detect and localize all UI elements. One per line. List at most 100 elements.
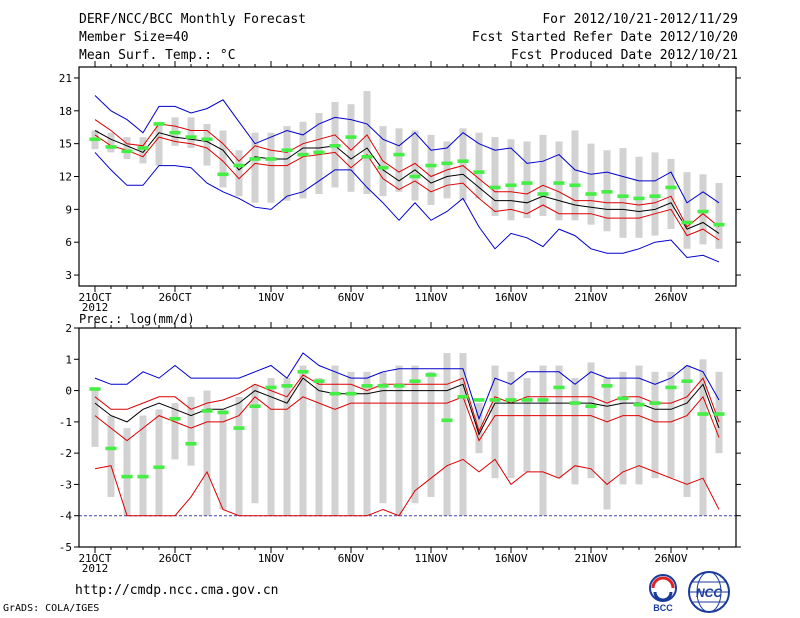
temp-spread-box	[363, 91, 371, 195]
temp-x-tick-label: 21OCT	[78, 291, 111, 304]
prec-y-tick-label: -5	[59, 541, 72, 554]
prec-spread-box	[667, 371, 675, 479]
temp-x-tick-label: 6NOV	[338, 291, 365, 304]
temp-observed-marker	[585, 192, 597, 196]
temp-observed-marker	[537, 192, 549, 196]
prec-observed-marker	[169, 416, 181, 421]
prec-observed-marker	[697, 412, 709, 416]
forecast-period: For 2012/10/21-2012/11/29	[542, 12, 738, 27]
prec-spread-box	[475, 403, 483, 454]
start-date-label: Fcst Started Refer Date 2012/10/20	[471, 30, 738, 45]
temp-observed-marker	[665, 185, 677, 190]
prec-spread-box	[507, 371, 515, 479]
prec-spread-box	[123, 428, 131, 516]
prec-observed-marker	[553, 385, 565, 390]
temp-observed-marker	[329, 144, 341, 148]
prec-y-tick-label: -2	[59, 447, 72, 460]
ncc-logo: NCC	[688, 571, 730, 613]
temp-spread-box	[219, 130, 227, 188]
prec-spread-box	[427, 371, 435, 497]
prec-x-tick-label: 6NOV	[338, 552, 365, 565]
temp-observed-marker	[281, 148, 293, 153]
prec-spread-box	[315, 378, 323, 516]
prec-x-tick-label: 26OCT	[158, 552, 191, 565]
temp-observed-marker	[681, 220, 693, 225]
prec-spread-box	[299, 365, 307, 516]
temp-spread-box	[491, 137, 499, 216]
prec-observed-marker	[633, 402, 645, 407]
temp-spread-box	[555, 141, 563, 221]
prec-observed-marker	[265, 385, 277, 390]
prec-y-tick-label: 1	[65, 353, 72, 366]
prec-spread-box	[603, 378, 611, 510]
prec-observed-marker	[473, 398, 485, 402]
prec-spread-box	[523, 378, 531, 472]
temp-y-tick-label: 3	[65, 269, 72, 282]
temp-spread-box	[395, 128, 403, 192]
grads-credit: GrADS: COLA/IGES	[3, 603, 100, 614]
temp-observed-marker	[361, 154, 373, 159]
temp-observed-marker	[153, 122, 165, 126]
prec-spread-box	[491, 365, 499, 479]
prec-x-year-label: 2012	[82, 562, 109, 575]
prec-series-ensemble-mean	[94, 377, 720, 436]
temp-spread-box	[683, 172, 691, 249]
prec-observed-marker	[89, 387, 101, 391]
prec-y-tick-label: 0	[65, 385, 72, 398]
prec-series-ensemble-min	[94, 458, 720, 517]
prec-observed-marker	[505, 398, 517, 402]
prec-observed-marker	[569, 401, 581, 405]
prec-observed-marker	[185, 441, 197, 446]
prec-observed-marker	[409, 379, 421, 383]
temp-observed-marker	[121, 149, 133, 154]
temp-spread-box	[619, 148, 627, 238]
prec-observed-marker	[665, 385, 677, 390]
temp-observed-marker	[217, 172, 229, 177]
prec-series-ensemble-max	[94, 352, 720, 421]
prec-x-tick-label: 16NOV	[494, 552, 527, 565]
prec-observed-marker	[329, 391, 341, 396]
temp-spread-box	[507, 139, 515, 221]
temp-spread-box	[235, 150, 243, 197]
temp-spread-box	[139, 137, 147, 164]
prec-spread-box	[555, 365, 563, 479]
temp-observed-marker	[185, 135, 197, 139]
temp-spread-box	[427, 134, 435, 205]
prec-observed-marker	[217, 410, 229, 415]
temp-observed-marker	[617, 194, 629, 199]
temp-series-ensemble-min	[94, 152, 720, 263]
prec-observed-marker	[521, 398, 533, 402]
prec-spread-box	[619, 371, 627, 485]
temp-spread-box	[699, 174, 707, 245]
prec-spread-box	[235, 396, 243, 516]
temp-spread-box	[715, 183, 723, 249]
temp-observed-marker	[393, 152, 405, 157]
temp-y-tick-label: 18	[59, 105, 72, 118]
temp-y-tick-label: 12	[59, 171, 72, 184]
prec-x-tick-label: 11NOV	[414, 552, 447, 565]
temp-observed-marker	[457, 159, 469, 163]
temp-spread-box	[267, 132, 275, 203]
prec-spread-box	[379, 371, 387, 504]
prec-spread-box	[107, 415, 115, 497]
temp-observed-marker	[249, 157, 261, 161]
prec-spread-box	[651, 371, 659, 479]
temp-series-ensemble-max	[94, 95, 720, 204]
temp-spread-box	[587, 143, 595, 225]
temp-x-tick-label: 11NOV	[414, 291, 447, 304]
temp-spread-box	[667, 158, 675, 230]
temp-observed-marker	[265, 157, 277, 161]
prec-observed-marker	[201, 409, 213, 413]
prec-observed-marker	[489, 398, 501, 402]
prec-observed-marker	[393, 384, 405, 388]
prec-spread-box	[251, 384, 259, 504]
produced-date-label: Fcst Produced Date 2012/10/21	[511, 48, 738, 63]
ncc-logo-text: NCC	[696, 586, 722, 600]
prec-observed-marker	[425, 373, 437, 377]
prec-x-tick-label: 21NOV	[574, 552, 607, 565]
prec-observed-marker	[441, 418, 453, 423]
prec-x-tick-label: 1NOV	[258, 552, 285, 565]
prec-spread-box	[395, 365, 403, 516]
prec-observed-marker	[601, 384, 613, 388]
